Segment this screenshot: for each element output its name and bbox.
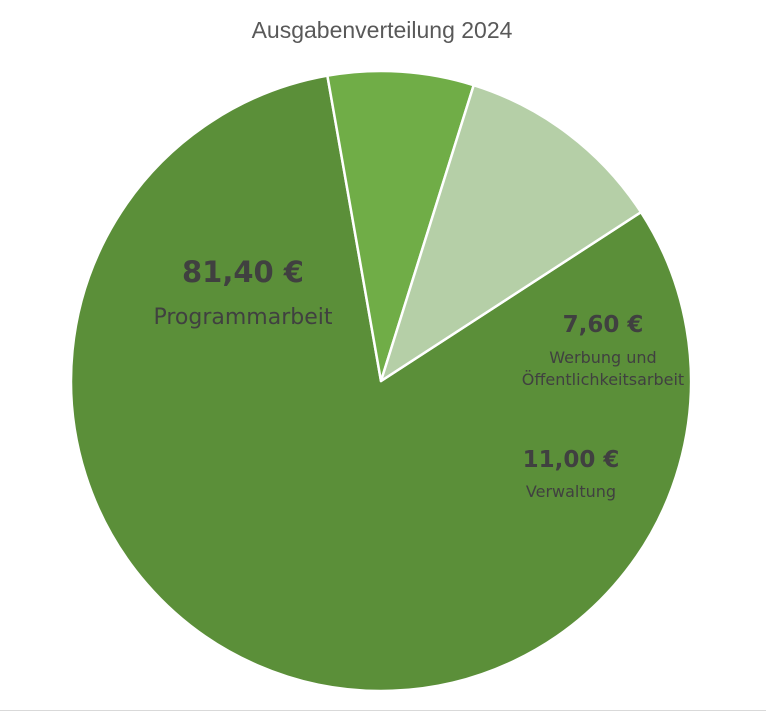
pie-slice-2	[326, 69, 475, 383]
slice-value-label-3: 11,00 €	[523, 447, 620, 473]
slice-value-label-1: 81,40 €	[182, 255, 304, 289]
pie-slices	[69, 69, 693, 693]
pie-slice-1	[69, 74, 693, 693]
pie-labels: 81,40 € Programmarbeit 7,60 € Werbung und Öf…	[153, 255, 684, 501]
pie-slice-3	[379, 83, 643, 383]
slice-category-label-2: Werbung und Öffentlichkeitsarbeit	[522, 348, 684, 389]
slice-category-label-1: Programmarbeit	[153, 305, 332, 330]
bottom-divider	[0, 710, 766, 711]
chart-title: Ausgabenverteilung 2024	[252, 17, 513, 43]
slice-value-label-2: 7,60 €	[563, 312, 644, 338]
slice-category-label-3: Verwaltung	[526, 482, 616, 501]
